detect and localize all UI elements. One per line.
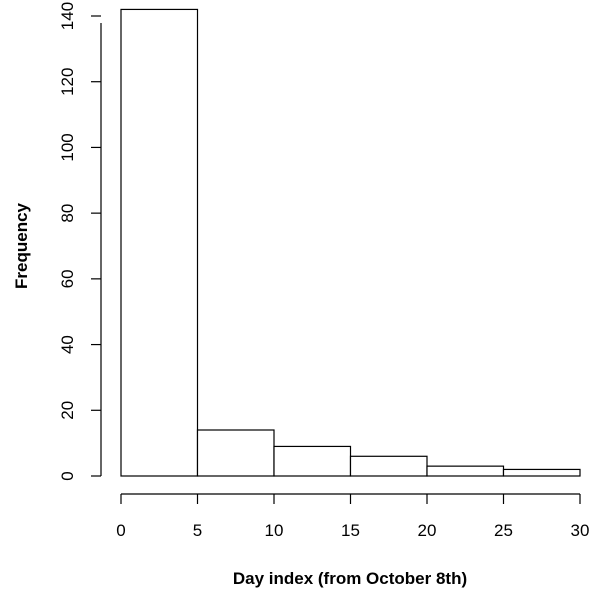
- x-axis: 0 5 10 15 20 25 30: [116, 493, 590, 540]
- x-tick-label-30: 30: [571, 521, 590, 540]
- histogram-bar-5-10: [196, 429, 275, 477]
- x-tick-label-10: 10: [265, 521, 284, 540]
- histogram-bar-20-25: [426, 465, 505, 477]
- y-tick-label-60: 60: [58, 269, 77, 288]
- y-tick-label-100: 100: [58, 133, 77, 161]
- y-tick-label-0: 0: [58, 471, 77, 480]
- histogram-bar-25-30: [502, 468, 581, 477]
- x-tick-label-15: 15: [341, 521, 360, 540]
- x-tick-label-20: 20: [418, 521, 437, 540]
- y-tick-label-140: 140: [58, 2, 77, 30]
- histogram-bar-0-5: [120, 8, 199, 477]
- y-axis: 0 20 40 60 80 100 120 140: [58, 2, 102, 481]
- y-tick-label-80: 80: [58, 204, 77, 223]
- y-tick-label-40: 40: [58, 335, 77, 354]
- y-axis-title: Frequency: [12, 202, 31, 289]
- x-tick-label-5: 5: [193, 521, 202, 540]
- y-tick-label-120: 120: [58, 68, 77, 96]
- histogram-bar-10-15: [273, 445, 352, 477]
- x-tick-label-0: 0: [116, 521, 125, 540]
- x-tick-label-25: 25: [494, 521, 513, 540]
- y-tick-label-20: 20: [58, 401, 77, 420]
- histogram-bar-15-20: [349, 455, 428, 477]
- x-axis-title: Day index (from October 8th): [233, 569, 467, 588]
- histogram-bars: [120, 8, 581, 477]
